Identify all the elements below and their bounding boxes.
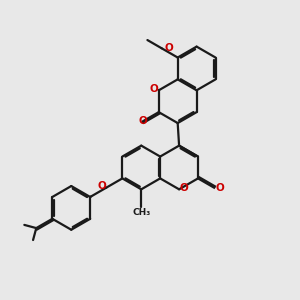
Text: O: O [215, 183, 224, 193]
Text: O: O [138, 116, 147, 126]
Text: O: O [164, 43, 173, 53]
Text: O: O [149, 84, 158, 94]
Text: CH₃: CH₃ [132, 208, 150, 217]
Text: O: O [179, 183, 188, 193]
Text: O: O [98, 181, 106, 191]
